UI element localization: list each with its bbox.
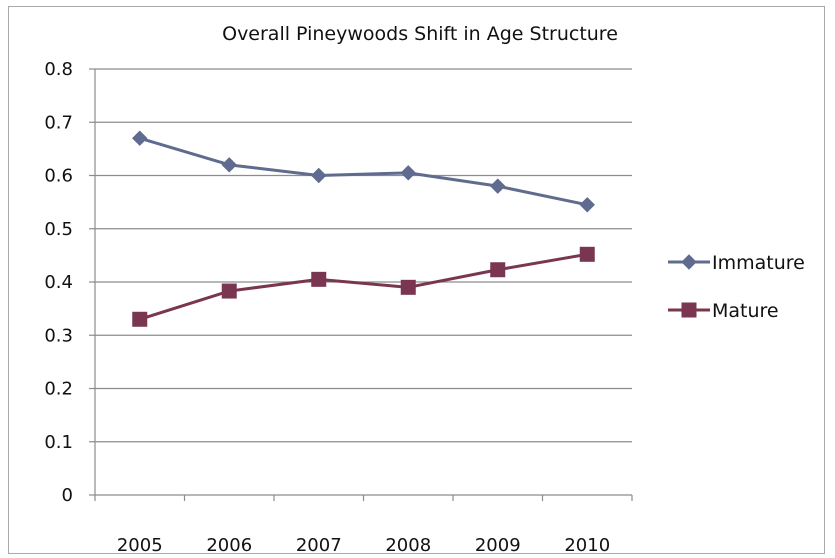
immature-data-point xyxy=(132,130,148,146)
legend: Immature Mature xyxy=(668,252,805,322)
x-tick-labels: 2005 2006 2007 2008 2009 2010 xyxy=(117,535,610,556)
x-tick-label: 2007 xyxy=(296,535,342,556)
mature-data-point xyxy=(132,311,148,327)
mature-data-point xyxy=(579,246,595,262)
mature-data-point xyxy=(311,271,327,287)
mature-data-point xyxy=(490,262,506,278)
grid-lines xyxy=(95,68,632,443)
immature-data-point xyxy=(311,167,327,184)
y-tick-label: 0 xyxy=(62,485,73,506)
y-tick-labels: 0 0.1 0.2 0.3 0.4 0.5 0.6 0.7 0.8 xyxy=(44,59,73,506)
immature-data-point xyxy=(400,165,416,181)
mature-series-line xyxy=(139,252,588,321)
series-lines xyxy=(139,136,588,321)
mature-data-point xyxy=(400,279,416,295)
chart-title: Overall Pineywoods Shift in Age Structur… xyxy=(222,23,618,45)
y-tick-label: 0.3 xyxy=(44,325,73,346)
x-tick-label: 2005 xyxy=(117,535,163,556)
chart-frame xyxy=(8,6,825,554)
immature-data-point xyxy=(579,197,595,213)
x-tick-label: 2009 xyxy=(475,535,521,556)
immature-data-point xyxy=(490,178,506,194)
y-tick-label: 0.1 xyxy=(44,432,73,453)
y-tick-label: 0.2 xyxy=(44,379,73,400)
y-tick-label: 0.4 xyxy=(44,272,73,293)
series-markers xyxy=(132,130,595,327)
legend-immature-marker xyxy=(681,254,697,270)
y-tick-label: 0.7 xyxy=(44,112,73,133)
y-tick-label: 0.8 xyxy=(44,59,73,80)
legend-mature-marker xyxy=(681,302,697,318)
x-tick-label: 2010 xyxy=(564,535,610,556)
legend-mature-label: Mature xyxy=(712,300,779,322)
legend-immature-label: Immature xyxy=(712,252,805,274)
mature-data-point xyxy=(221,283,237,299)
x-tick-label: 2006 xyxy=(206,535,252,556)
y-tick-label: 0.5 xyxy=(44,219,73,240)
immature-series-line xyxy=(139,136,588,207)
immature-data-point xyxy=(221,157,237,173)
x-tick-label: 2008 xyxy=(385,535,431,556)
axes xyxy=(89,68,633,501)
y-tick-label: 0.6 xyxy=(44,166,73,187)
